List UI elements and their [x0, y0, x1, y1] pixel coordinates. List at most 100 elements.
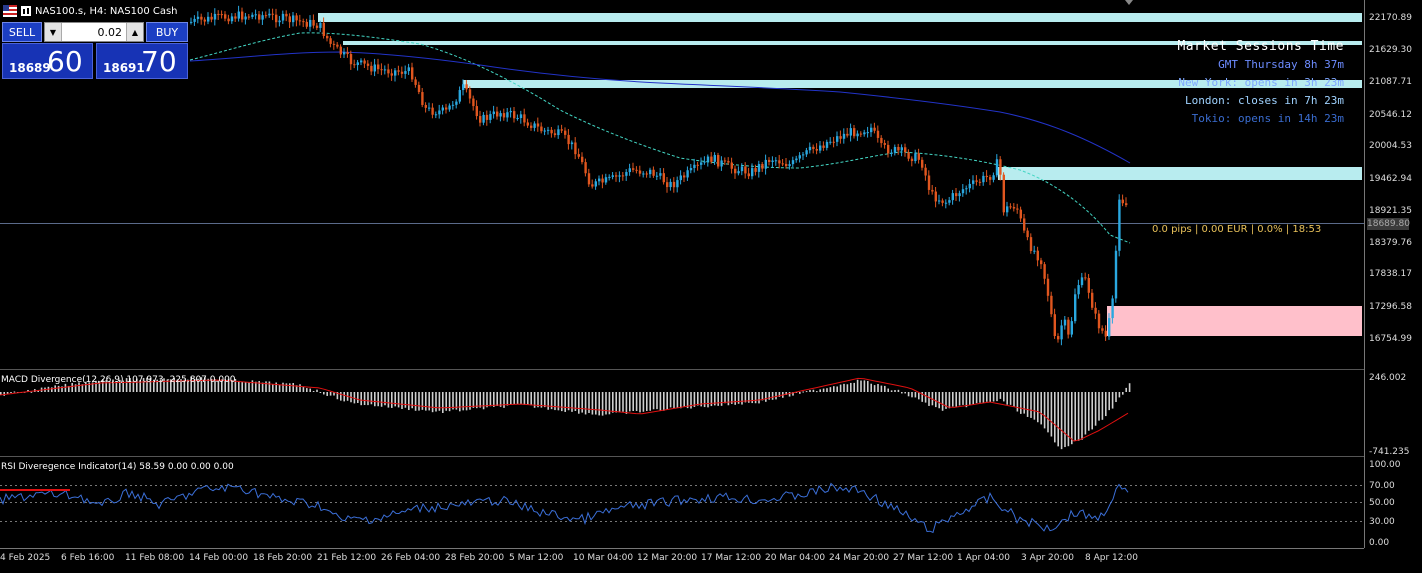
candle[interactable]: [1026, 230, 1029, 238]
candle[interactable]: [509, 111, 512, 113]
candle[interactable]: [788, 164, 791, 167]
candle[interactable]: [985, 175, 988, 178]
candle[interactable]: [628, 168, 631, 173]
candle[interactable]: [574, 142, 577, 155]
buy-button[interactable]: BUY: [146, 22, 188, 42]
supply-zone[interactable]: [998, 167, 1362, 180]
rsi-line[interactable]: [0, 482, 1129, 534]
candle[interactable]: [285, 13, 288, 17]
candle[interactable]: [887, 144, 890, 154]
candle[interactable]: [815, 149, 818, 151]
candle[interactable]: [275, 14, 278, 23]
candle[interactable]: [1060, 325, 1063, 340]
candle[interactable]: [366, 63, 370, 66]
candle[interactable]: [611, 175, 614, 177]
candle[interactable]: [1009, 206, 1012, 208]
lot-size-stepper[interactable]: ▼ 0.02 ▲: [44, 22, 144, 42]
candle[interactable]: [645, 173, 648, 175]
candle[interactable]: [472, 98, 475, 107]
candle[interactable]: [458, 90, 461, 102]
candle[interactable]: [880, 137, 883, 144]
candle[interactable]: [247, 16, 251, 18]
candle[interactable]: [230, 16, 234, 22]
candle[interactable]: [370, 65, 373, 72]
candle[interactable]: [536, 123, 540, 127]
buy-price-box[interactable]: 18691 70: [96, 43, 188, 79]
candle[interactable]: [904, 147, 907, 153]
candle[interactable]: [638, 170, 642, 174]
candle[interactable]: [931, 189, 934, 192]
lot-size-input[interactable]: 0.02: [97, 25, 123, 39]
candle[interactable]: [353, 64, 356, 66]
candle[interactable]: [781, 163, 784, 165]
candle[interactable]: [802, 154, 805, 156]
candle[interactable]: [805, 150, 808, 155]
candle[interactable]: [934, 191, 937, 202]
candle[interactable]: [958, 193, 961, 197]
candle[interactable]: [506, 112, 509, 118]
candle[interactable]: [475, 106, 478, 117]
candle[interactable]: [795, 158, 798, 161]
candle[interactable]: [968, 183, 971, 189]
candle[interactable]: [978, 181, 982, 183]
candle[interactable]: [329, 38, 332, 44]
candle[interactable]: [686, 170, 689, 178]
candle[interactable]: [397, 70, 400, 72]
candle[interactable]: [666, 182, 669, 188]
candle[interactable]: [774, 160, 778, 162]
candle[interactable]: [703, 161, 706, 163]
candle[interactable]: [1070, 321, 1073, 335]
candle[interactable]: [479, 116, 482, 123]
candle[interactable]: [1087, 277, 1090, 293]
candle[interactable]: [448, 105, 451, 110]
candle[interactable]: [417, 84, 421, 93]
candle[interactable]: [390, 73, 393, 76]
candle[interactable]: [883, 143, 886, 145]
candle[interactable]: [1040, 260, 1043, 265]
candle[interactable]: [383, 69, 387, 71]
candle[interactable]: [914, 153, 917, 162]
candle[interactable]: [428, 107, 431, 109]
candle[interactable]: [421, 92, 424, 105]
candle[interactable]: [604, 177, 608, 183]
candle[interactable]: [944, 202, 948, 204]
macd-signal-line[interactable]: [0, 377, 1129, 442]
candle[interactable]: [1023, 218, 1026, 231]
candle[interactable]: [921, 159, 924, 168]
candle[interactable]: [948, 200, 951, 203]
supply-zone[interactable]: [343, 41, 1362, 45]
candle[interactable]: [1084, 277, 1087, 279]
candle[interactable]: [513, 111, 516, 119]
sell-price-box[interactable]: 18689 60: [2, 43, 93, 79]
candle[interactable]: [1094, 307, 1097, 314]
candle[interactable]: [295, 15, 298, 21]
candle[interactable]: [951, 193, 954, 201]
candle[interactable]: [207, 16, 210, 22]
candle[interactable]: [244, 16, 247, 20]
candle[interactable]: [897, 146, 900, 151]
candle[interactable]: [302, 21, 305, 23]
candle[interactable]: [846, 133, 849, 136]
candle[interactable]: [550, 129, 553, 134]
candle[interactable]: [1043, 264, 1046, 279]
candle[interactable]: [836, 136, 839, 142]
candle[interactable]: [455, 101, 458, 105]
candle[interactable]: [553, 133, 557, 136]
candle[interactable]: [778, 160, 781, 164]
candle[interactable]: [1036, 250, 1039, 261]
candle[interactable]: [424, 104, 427, 108]
candle[interactable]: [224, 14, 227, 19]
sell-button[interactable]: SELL: [2, 22, 42, 42]
candle[interactable]: [900, 147, 903, 151]
candle[interactable]: [825, 141, 829, 148]
candle[interactable]: [615, 175, 618, 177]
candle[interactable]: [689, 168, 693, 171]
candle[interactable]: [526, 122, 529, 126]
candle[interactable]: [693, 164, 696, 169]
candle[interactable]: [808, 146, 812, 151]
lot-decrease-icon[interactable]: ▼: [45, 23, 62, 41]
candle[interactable]: [309, 19, 312, 27]
candle[interactable]: [734, 168, 737, 174]
candle[interactable]: [924, 167, 927, 176]
candle[interactable]: [377, 64, 380, 70]
